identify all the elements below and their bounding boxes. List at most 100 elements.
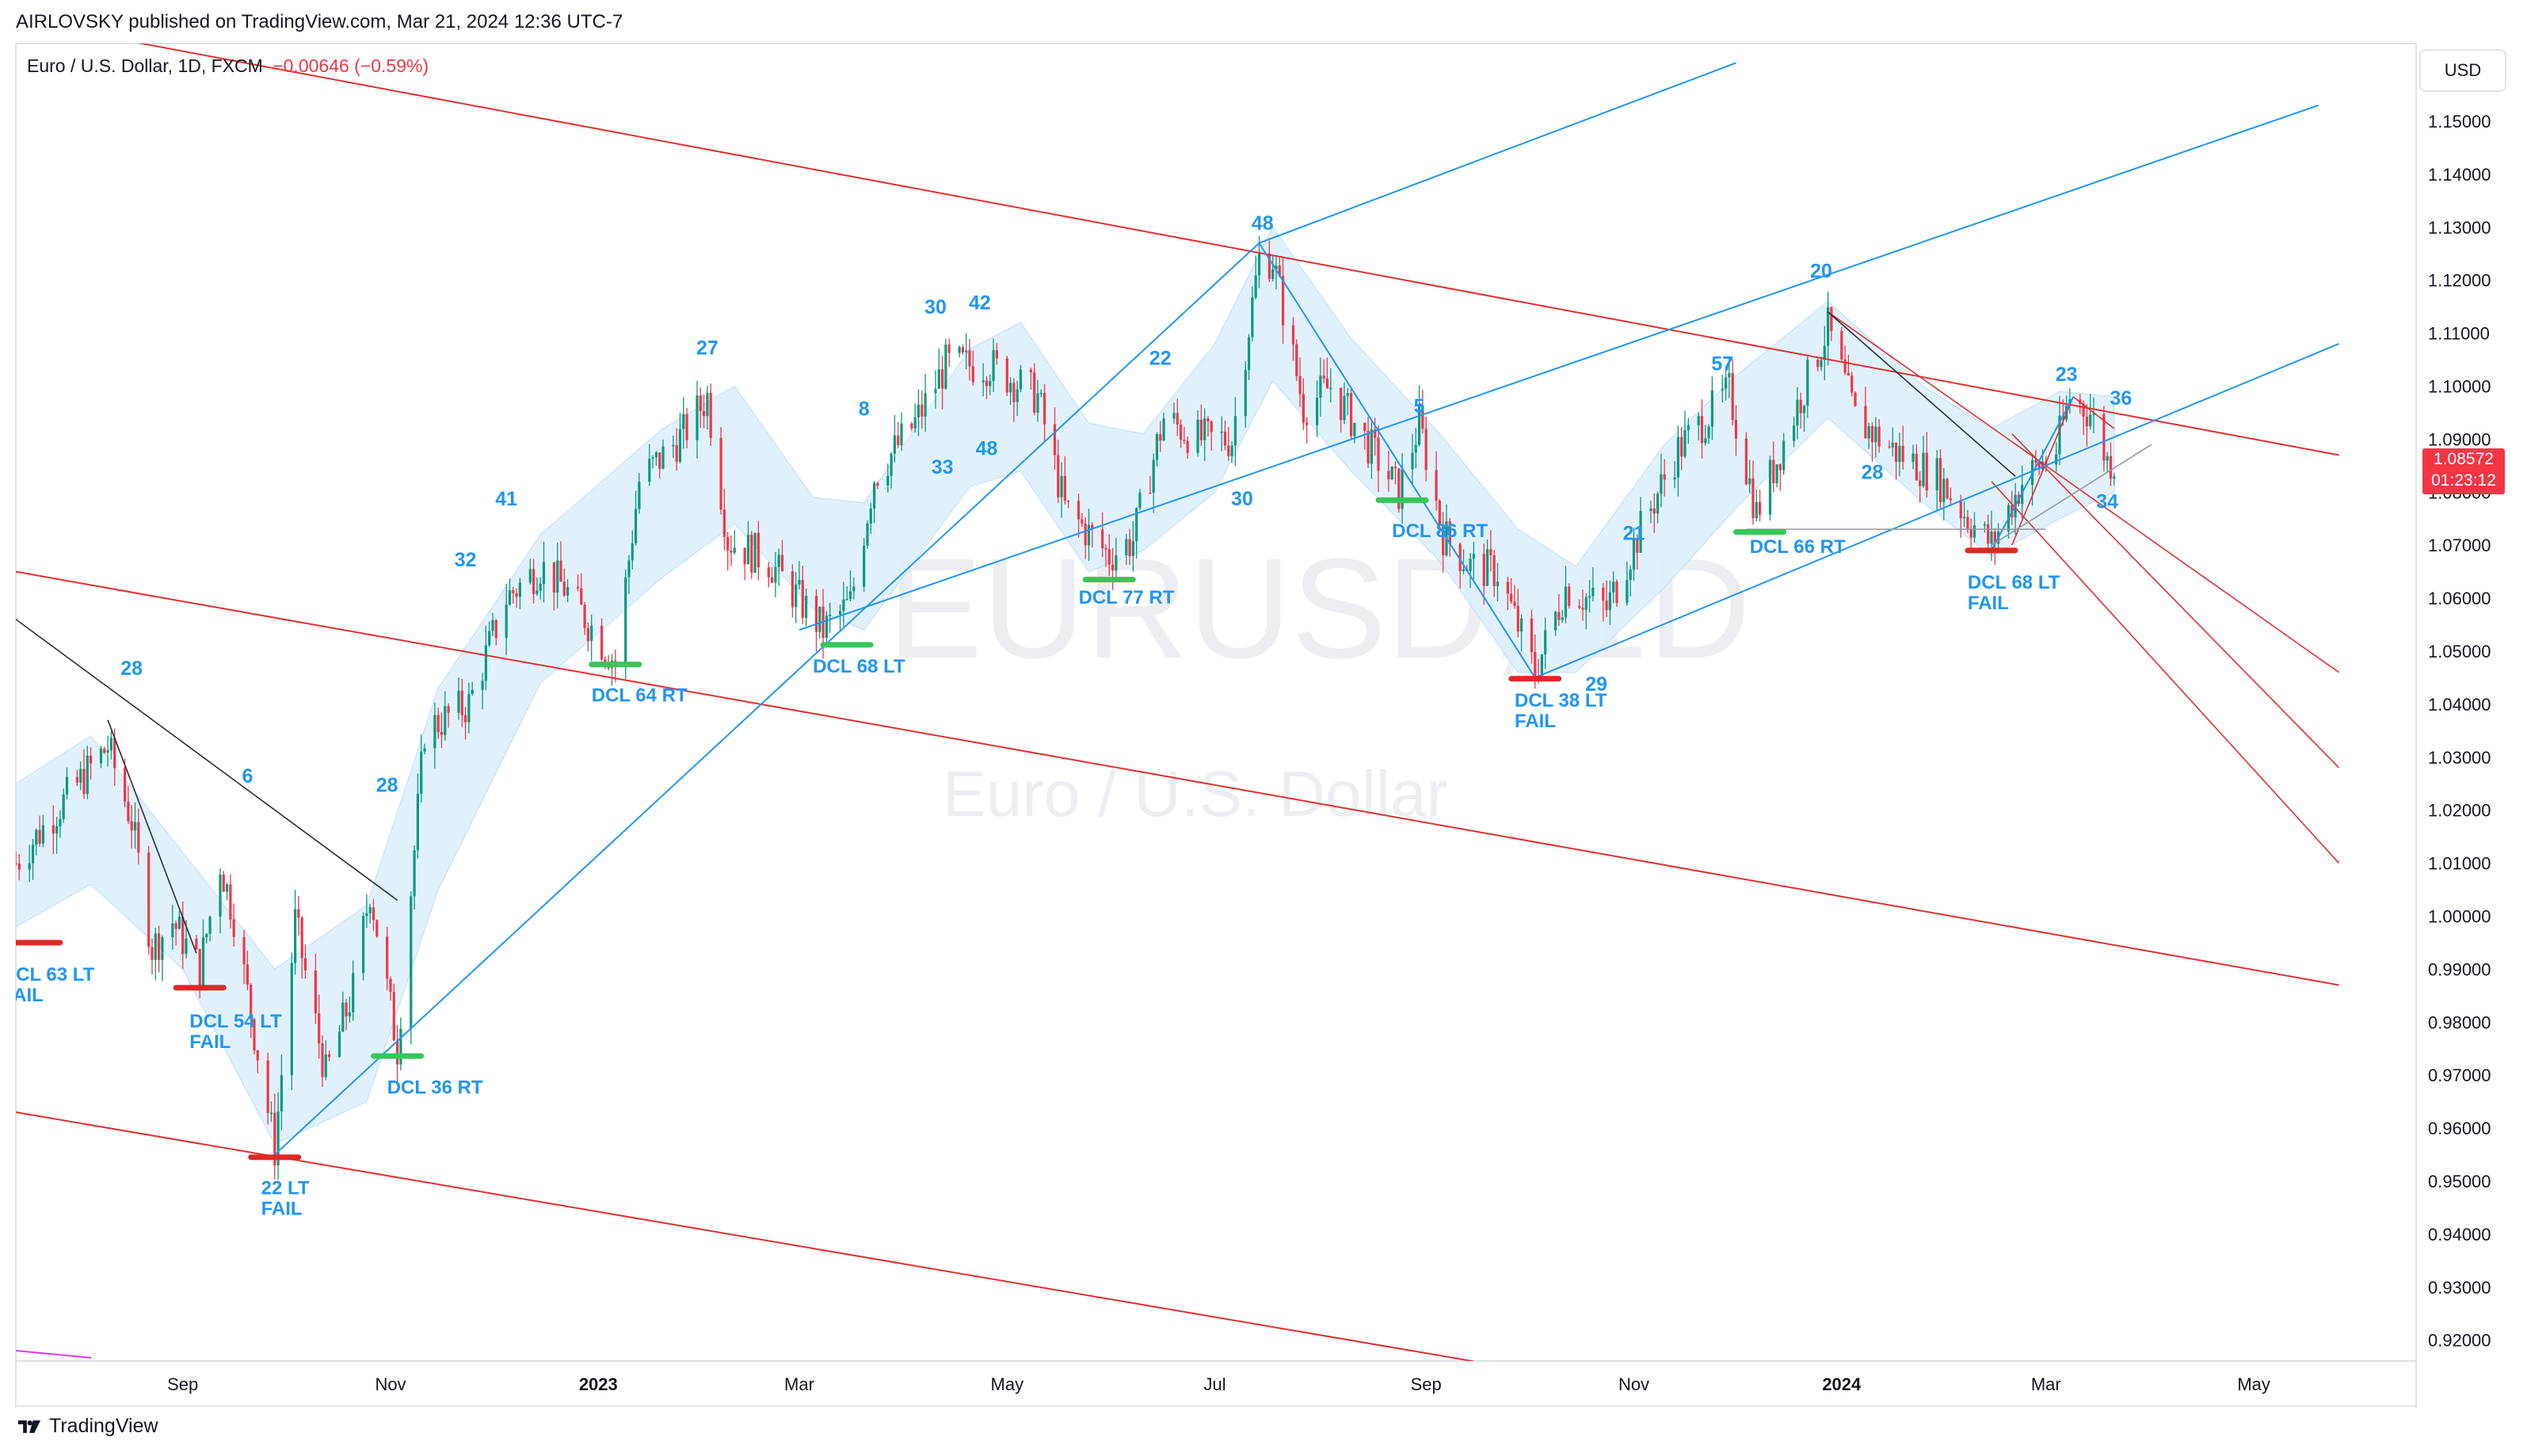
candle-body	[839, 611, 842, 615]
candle-body	[1227, 445, 1230, 456]
candle-body	[965, 350, 968, 353]
candle-body	[1159, 434, 1162, 440]
candle-body	[780, 555, 784, 572]
candle-body	[1946, 478, 1949, 499]
candle-body	[1874, 426, 1877, 443]
magenta-segment	[15, 1350, 92, 1359]
candle-body	[1053, 424, 1057, 455]
candle-body	[1922, 452, 1925, 486]
candle-body	[1775, 464, 1778, 484]
candle-body	[586, 627, 589, 642]
candle-body	[1081, 519, 1084, 524]
price-tick-label: 1.01000	[2428, 854, 2491, 874]
candle-body	[2034, 459, 2037, 463]
trendline	[799, 104, 2319, 631]
currency-button[interactable]: USD	[2419, 49, 2506, 92]
candle-body	[1305, 422, 1309, 425]
candle-body	[1152, 459, 1155, 493]
candle-body	[2089, 414, 2092, 427]
candle-body	[1796, 399, 1799, 426]
time-axis[interactable]: Sep Nov 2023 Mar May Jul Sep Nov 2024 Mar May	[167, 1374, 2270, 1394]
candle-body	[1751, 478, 1755, 519]
candle-body	[205, 934, 208, 938]
time-tick-label: Nov	[1618, 1374, 1649, 1394]
candle-body	[989, 381, 992, 387]
candle-body	[365, 913, 368, 917]
candle-body	[222, 875, 225, 892]
candle-body	[1220, 431, 1223, 433]
cycle-count-label: 20	[1810, 260, 1832, 282]
candle-body	[154, 933, 157, 960]
candle-body	[1772, 459, 1775, 484]
candle-body	[1009, 383, 1012, 393]
candle-body	[1584, 597, 1587, 610]
price-tick-label: 1.11000	[2428, 324, 2490, 344]
candle-body	[696, 395, 699, 440]
candle-body	[719, 437, 722, 510]
cycle-low-markers	[16, 497, 2018, 1161]
price-tick-label: 0.93000	[2428, 1278, 2491, 1298]
candle-body	[1901, 445, 1904, 463]
chart-plot-area[interactable]: EURUSD, 1D Euro / U.S. Dollar 286 2841322…	[0, 5, 2417, 1407]
candle-body	[1925, 452, 1928, 491]
candle-body	[386, 936, 389, 979]
candle-body	[303, 958, 307, 970]
candle-body	[1683, 430, 1687, 457]
candle-body	[1077, 501, 1081, 520]
candle-body	[2092, 414, 2095, 415]
candle-body	[941, 369, 944, 389]
candle-body	[324, 1054, 327, 1077]
candle-body	[1104, 548, 1107, 550]
symbol-legend[interactable]: Euro / U.S. Dollar, 1D, FXCM −0.00646 (−…	[27, 55, 429, 77]
candle-body	[1448, 521, 1451, 544]
candle-body	[1591, 587, 1595, 597]
dcl-label-line: DCL 54 LT	[189, 1011, 282, 1032]
candle-body	[201, 937, 205, 987]
candle-body	[65, 776, 69, 795]
candlestick-series	[16, 235, 2116, 1180]
candle-body	[1016, 389, 1019, 402]
time-tick-label: Sep	[1411, 1374, 1442, 1394]
candle-body	[753, 532, 757, 573]
candle-body	[1393, 467, 1397, 469]
candle-body	[297, 909, 300, 918]
candle-body	[968, 350, 971, 367]
candle-body	[321, 1043, 324, 1077]
candle-body	[276, 1111, 280, 1166]
candle-body	[266, 1060, 269, 1114]
candle-body	[38, 829, 41, 844]
price-axis[interactable]: 1.15000 1.14000 1.13000 1.12000 1.11000 1.100…	[2428, 112, 2491, 1351]
candle-body	[624, 577, 627, 664]
candle-body	[41, 825, 44, 844]
candle-body	[1325, 378, 1329, 389]
dcl-label-line: FAIL	[261, 1199, 303, 1220]
trendline	[107, 719, 197, 954]
candle-body	[1806, 360, 1809, 406]
price-tick-label: 0.96000	[2428, 1119, 2491, 1138]
candle-body	[1029, 369, 1032, 372]
cycle-count-label: 48	[1252, 212, 1274, 234]
candle-body	[1544, 630, 1547, 654]
candle-body	[1091, 524, 1094, 530]
candle-body	[971, 366, 974, 383]
trendline	[1991, 481, 2340, 864]
dcl-label-line: DCL 38 LT	[1515, 690, 1607, 711]
tradingview-brand[interactable]: TradingView	[16, 1415, 158, 1438]
symbol-title[interactable]: Euro / U.S. Dollar, 1D, FXCM	[27, 55, 263, 76]
candle-body	[648, 459, 651, 482]
candle-body	[1602, 587, 1605, 601]
price-tick-label: 0.92000	[2428, 1331, 2491, 1351]
candle-body	[99, 748, 103, 764]
candle-body	[995, 350, 998, 359]
cycle-count-labels: 28 6 28 41 32 27 30 42 8 33 48 22 48 30 5 21 29 57 20 28 23 3…	[120, 212, 2132, 796]
dcl-label-line: DCL 36 RT	[387, 1077, 483, 1099]
candle-body	[627, 560, 631, 577]
last-price-value: 1.08572	[2434, 450, 2494, 468]
candle-body	[1820, 360, 1823, 368]
candle-body	[777, 555, 780, 567]
candle-body	[460, 690, 463, 715]
candle-body	[1778, 464, 1782, 471]
candle-body	[709, 393, 712, 438]
